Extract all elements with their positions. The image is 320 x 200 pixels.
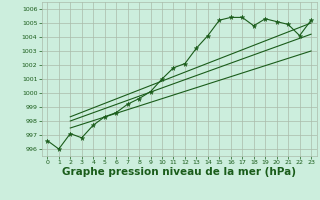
X-axis label: Graphe pression niveau de la mer (hPa): Graphe pression niveau de la mer (hPa) [62, 167, 296, 177]
